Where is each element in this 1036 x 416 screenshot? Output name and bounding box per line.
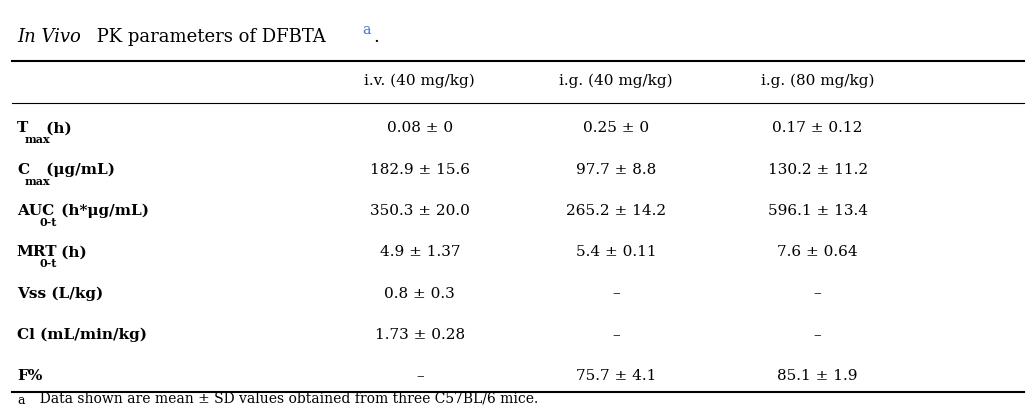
Text: –: – (814, 287, 822, 300)
Text: i.g. (40 mg/kg): i.g. (40 mg/kg) (559, 74, 673, 88)
Text: 5.4 ± 0.11: 5.4 ± 0.11 (576, 245, 657, 259)
Text: MRT: MRT (17, 245, 57, 259)
Text: 350.3 ± 20.0: 350.3 ± 20.0 (370, 204, 469, 218)
Text: (h*μg/mL): (h*μg/mL) (56, 204, 149, 218)
Text: 7.6 ± 0.64: 7.6 ± 0.64 (777, 245, 858, 259)
Text: 596.1 ± 13.4: 596.1 ± 13.4 (768, 204, 867, 218)
Text: Vss (L/kg): Vss (L/kg) (17, 286, 104, 301)
Text: C: C (17, 163, 29, 176)
Text: (h): (h) (56, 245, 87, 259)
Text: F%: F% (17, 369, 42, 383)
Text: PK parameters of DFBTA: PK parameters of DFBTA (91, 28, 326, 46)
Text: i.g. (80 mg/kg): i.g. (80 mg/kg) (760, 74, 874, 88)
Text: AUC: AUC (17, 204, 54, 218)
Text: –: – (612, 328, 620, 342)
Text: max: max (24, 176, 50, 187)
Text: max: max (24, 134, 50, 145)
Text: –: – (612, 287, 620, 300)
Text: 182.9 ± 15.6: 182.9 ± 15.6 (370, 163, 470, 176)
Text: In Vivo: In Vivo (17, 28, 81, 46)
Text: 97.7 ± 8.8: 97.7 ± 8.8 (576, 163, 656, 176)
Text: Cl (mL/min/kg): Cl (mL/min/kg) (17, 328, 147, 342)
Text: 0.08 ± 0: 0.08 ± 0 (386, 121, 453, 135)
Text: 265.2 ± 14.2: 265.2 ± 14.2 (566, 204, 666, 218)
Text: 130.2 ± 11.2: 130.2 ± 11.2 (768, 163, 868, 176)
Text: 0.8 ± 0.3: 0.8 ± 0.3 (384, 287, 455, 300)
Text: a: a (17, 394, 25, 407)
Text: 85.1 ± 1.9: 85.1 ± 1.9 (777, 369, 858, 383)
Text: –: – (814, 328, 822, 342)
Text: (μg/mL): (μg/mL) (41, 162, 115, 177)
Text: (h): (h) (41, 121, 73, 135)
Text: 0.25 ± 0: 0.25 ± 0 (583, 121, 650, 135)
Text: 75.7 ± 4.1: 75.7 ± 4.1 (576, 369, 657, 383)
Text: 0-t: 0-t (39, 258, 57, 269)
Text: Data shown are mean ± SD values obtained from three C57BL/6 mice.: Data shown are mean ± SD values obtained… (31, 391, 539, 406)
Text: .: . (373, 28, 379, 46)
Text: –: – (416, 369, 424, 383)
Text: 4.9 ± 1.37: 4.9 ± 1.37 (379, 245, 460, 259)
Text: 1.73 ± 0.28: 1.73 ± 0.28 (375, 328, 465, 342)
Text: 0.17 ± 0.12: 0.17 ± 0.12 (773, 121, 863, 135)
Text: 0-t: 0-t (39, 217, 57, 228)
Text: T: T (17, 121, 28, 135)
Text: a: a (362, 23, 370, 37)
Text: i.v. (40 mg/kg): i.v. (40 mg/kg) (365, 74, 476, 88)
